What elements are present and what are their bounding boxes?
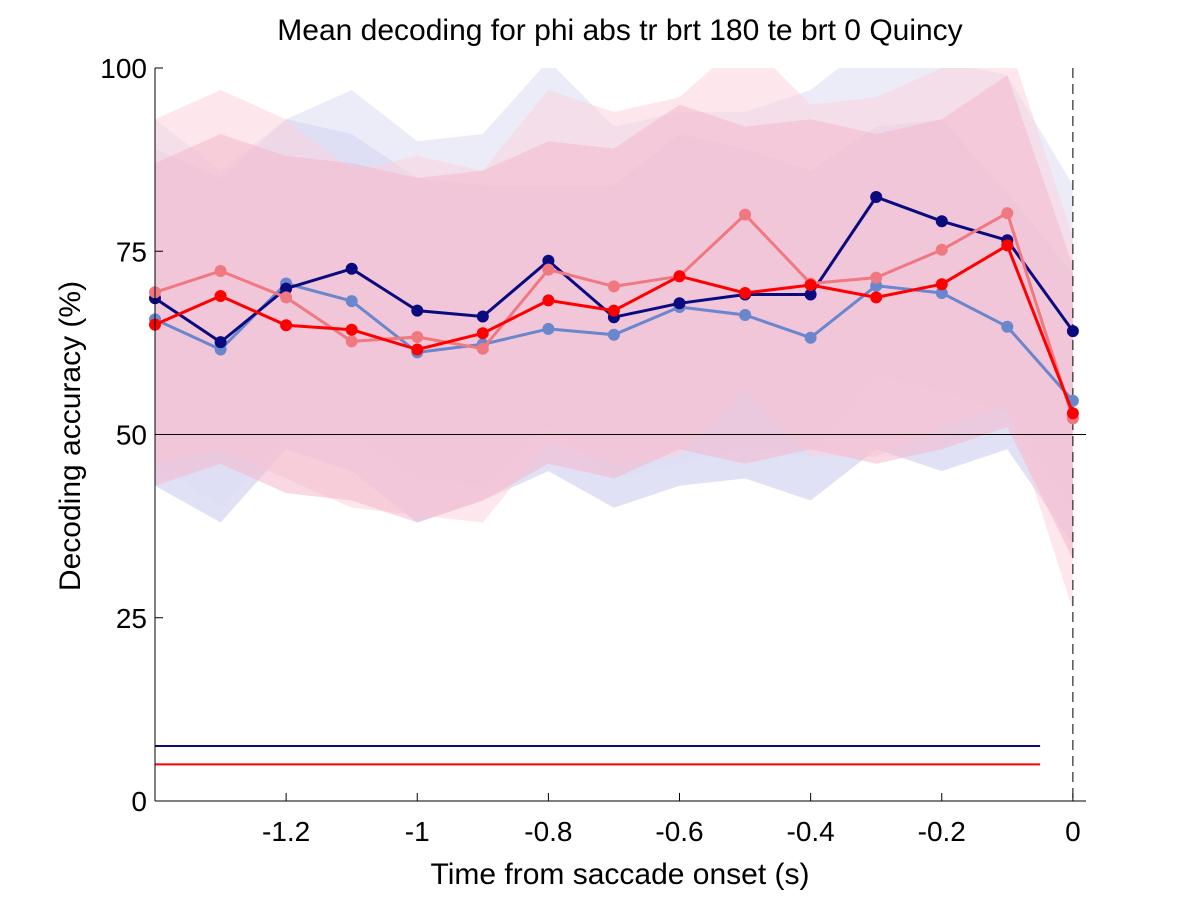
data-point	[935, 278, 948, 291]
data-point	[935, 215, 948, 228]
data-point	[739, 287, 752, 299]
data-point	[804, 279, 817, 291]
x-tick-label: 0	[1065, 816, 1081, 847]
x-axis-label: Time from saccade onset (s)	[431, 858, 810, 891]
data-point	[870, 271, 883, 284]
data-point	[214, 336, 227, 349]
data-point	[870, 291, 883, 304]
data-point	[345, 335, 358, 348]
data-point	[607, 280, 620, 293]
x-tick-label: -0.4	[787, 816, 835, 847]
series-4	[149, 239, 1079, 420]
data-point	[870, 191, 883, 203]
x-tick-label: -0.6	[655, 816, 703, 847]
data-point	[214, 265, 227, 277]
data-series	[149, 191, 1079, 425]
data-point	[345, 323, 358, 336]
reference-lines	[155, 68, 1086, 801]
data-point	[739, 208, 752, 221]
data-point	[345, 262, 358, 275]
data-point	[607, 328, 620, 341]
y-tick-label: 25	[116, 603, 147, 634]
axes: 0 25 50 75 100 -1.2 -1 -0.8 -0.6 -0.4 -0.2 0	[100, 53, 1086, 847]
data-point	[542, 322, 555, 335]
x-tick-label: -1.2	[262, 816, 310, 847]
data-point	[804, 331, 817, 344]
data-point	[411, 331, 424, 343]
data-point	[607, 304, 620, 317]
data-point	[1066, 407, 1079, 420]
y-tick-label: 50	[116, 420, 147, 451]
y-tick-label: 0	[131, 786, 147, 817]
x-tick-label: -0.2	[918, 816, 966, 847]
data-point	[673, 297, 686, 310]
data-point	[542, 263, 555, 276]
x-tick-label: -1	[405, 816, 430, 847]
significance-bars	[155, 745, 1041, 766]
data-point	[345, 295, 358, 308]
y-tick-label: 100	[100, 53, 147, 84]
chart-title: Mean decoding for phi abs tr brt 180 te …	[277, 14, 962, 47]
data-point	[1001, 239, 1014, 252]
data-point	[214, 290, 227, 302]
data-point	[739, 309, 752, 321]
series-3	[149, 207, 1079, 425]
data-point	[542, 294, 555, 307]
data-point	[476, 342, 489, 355]
x-tick-label: -0.8	[524, 816, 572, 847]
data-point	[1066, 325, 1079, 338]
data-point	[280, 291, 293, 304]
data-point	[935, 243, 948, 256]
y-axis-label: Decoding accuracy (%)	[54, 281, 87, 591]
data-point	[476, 310, 489, 323]
data-point	[1001, 320, 1014, 333]
data-point	[411, 304, 424, 317]
data-point	[476, 327, 489, 340]
confidence-bands	[155, 68, 1073, 611]
data-point	[411, 343, 424, 356]
data-point	[280, 319, 293, 332]
data-point	[673, 270, 686, 283]
data-point	[1001, 207, 1014, 220]
y-tick-label: 75	[116, 236, 147, 267]
